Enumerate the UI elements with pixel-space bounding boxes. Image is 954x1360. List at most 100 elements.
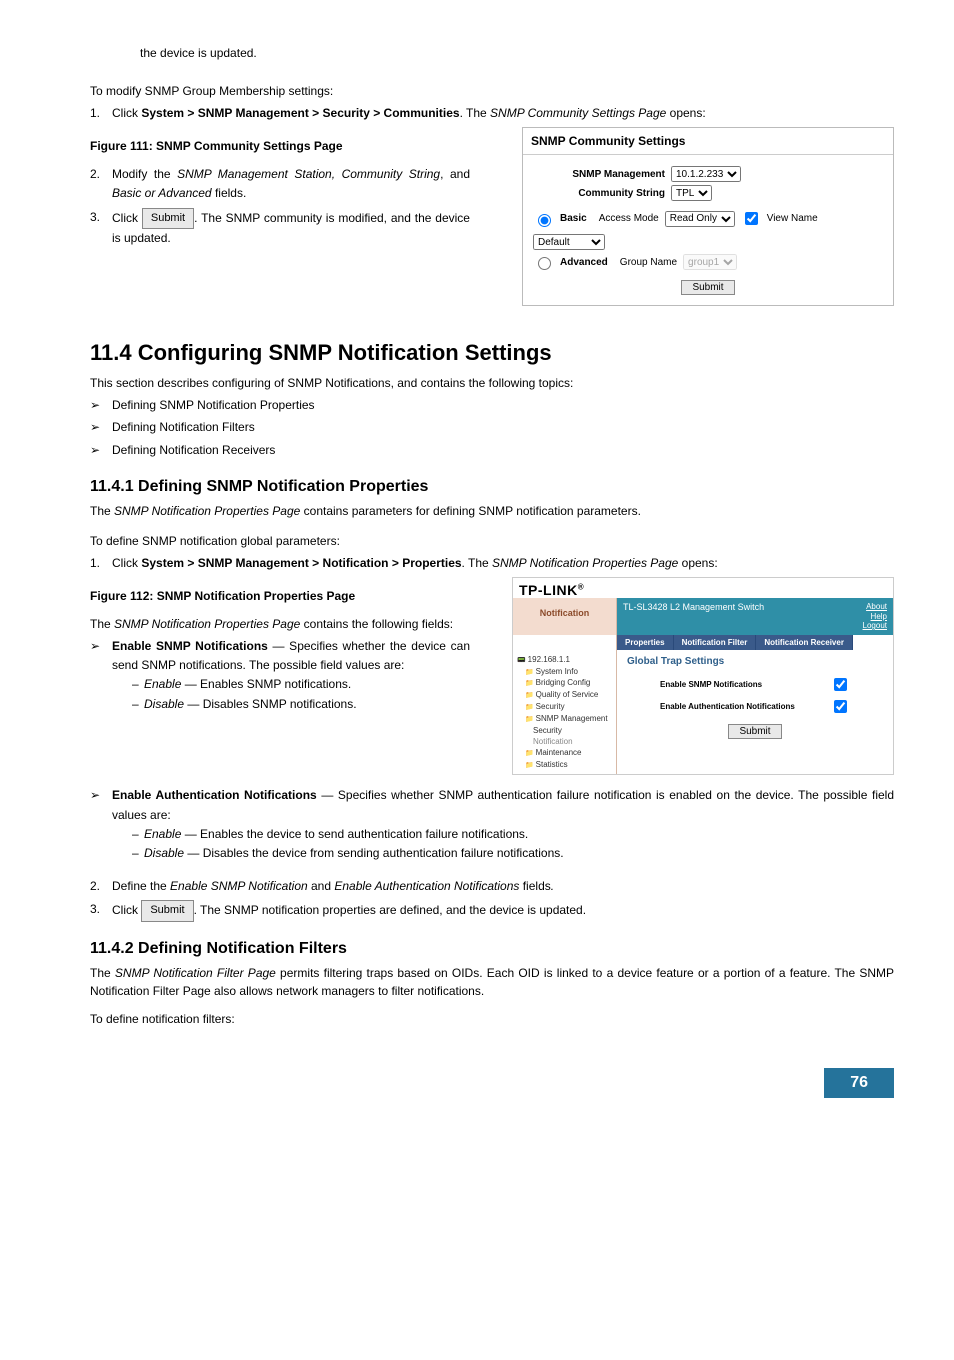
fig111-mgmt-label: SNMP Management	[533, 169, 671, 180]
fig112-help-link[interactable]: Help	[871, 612, 887, 621]
fig112-row2-label: Enable Authentication Notifications	[660, 702, 830, 711]
s2-mid: , and	[440, 167, 470, 181]
fig111-submit-button[interactable]: Submit	[681, 280, 734, 295]
fig111-basic-radio[interactable]	[538, 214, 551, 227]
tree-item[interactable]: Statistics	[517, 759, 612, 771]
fig112-about-link[interactable]: About	[866, 602, 887, 611]
define-intro: To define SNMP notification global param…	[90, 532, 894, 550]
num-2: 2.	[90, 165, 112, 203]
bullet-icon: ➢	[90, 418, 112, 437]
tree-item[interactable]: Security	[517, 725, 612, 736]
st2-post: fields	[519, 879, 550, 893]
fig111-mgmt-select[interactable]: 10.1.2.233	[671, 166, 741, 182]
s2-f1: SNMP Management Station, Community Strin…	[177, 167, 440, 181]
tree-item[interactable]: Bridging Config	[517, 677, 612, 689]
p1-mid: . The	[462, 556, 492, 570]
sec-11-4-title: 11.4 Configuring SNMP Notification Setti…	[90, 340, 894, 366]
bullet-icon: ➢	[90, 637, 112, 714]
st2-f2: Enable Authentication Notifications	[334, 879, 519, 893]
num-3b: 3.	[90, 900, 112, 922]
modify-step1: 1. Click System > SNMP Management > Secu…	[90, 104, 894, 123]
fig111-access-select[interactable]: Read Only	[665, 211, 735, 227]
fig111-view-select[interactable]: Default	[533, 234, 605, 250]
tree-item[interactable]: SNMP Management	[517, 713, 612, 725]
p1-suf: opens:	[678, 556, 717, 570]
st2-mid: and	[308, 879, 335, 893]
fig111-panel: SNMP Community Settings SNMP Management …	[522, 127, 894, 306]
b2: Defining Notification Filters	[112, 418, 894, 437]
fig111-comm-select[interactable]: TPL	[671, 185, 712, 201]
num-2b: 2.	[90, 877, 112, 896]
fig111-group-label: Group Name	[620, 257, 677, 268]
s2-f2: Basic or Advanced	[112, 186, 212, 200]
fig111-view-label: View Name	[767, 213, 818, 224]
fig111-adv-label: Advanced	[560, 257, 608, 268]
auth-disable: Disable — Disables the device from sendi…	[144, 844, 564, 863]
sec-11-4-2-title: 11.4.2 Defining Notification Filters	[90, 940, 894, 958]
st2-f1: Enable SNMP Notification	[170, 879, 308, 893]
fig112-notif-checkbox[interactable]	[834, 678, 847, 691]
tree-root[interactable]: 192.168.1.1	[517, 654, 612, 666]
s1-mid: . The	[460, 106, 490, 120]
fig112-auth-checkbox[interactable]	[834, 700, 847, 713]
tree-item-selected[interactable]: Notification	[517, 736, 612, 747]
fig112-switch-title: TL-SL3428 L2 Management Switch	[623, 602, 764, 613]
p1-pre: Click	[112, 556, 141, 570]
modify-step3: 3. Click Submit. The SNMP community is m…	[90, 208, 470, 249]
pi-post: contains the following fields:	[300, 617, 453, 631]
page-number-badge: 76	[824, 1068, 894, 1098]
num-1: 1.	[90, 104, 112, 123]
p1-path: System > SNMP Management > Notification …	[141, 556, 461, 570]
tree-item[interactable]: Quality of Service	[517, 689, 612, 701]
fig112-tab-filter[interactable]: Notification Filter	[674, 635, 757, 650]
st2-dot: .	[551, 879, 554, 893]
fig112-panel: TP-LINK® Notification TL-SL3428 L2 Manag…	[512, 577, 894, 776]
i-pre: The	[90, 504, 114, 518]
tree-item[interactable]: Security	[517, 701, 612, 713]
s2p-page: SNMP Notification Filter Page	[115, 966, 276, 980]
text-updated: the device is updated.	[140, 44, 894, 62]
tplink-logo: TP-LINK®	[519, 582, 584, 598]
fig112-content-title: Global Trap Settings	[627, 656, 883, 667]
sec-11-4-intro: This section describes configuring of SN…	[90, 374, 894, 392]
s1-pre: Click	[112, 106, 141, 120]
modify-intro: To modify SNMP Group Membership settings…	[90, 82, 894, 100]
fig112-tab-receiver[interactable]: Notification Receiver	[756, 635, 853, 650]
notif-disable: Disable — Disables SNMP notifications.	[144, 695, 357, 714]
i-post: contains parameters for defining SNMP no…	[300, 504, 641, 518]
fig112-logout-link[interactable]: Logout	[863, 621, 887, 630]
st3-pre: Click	[112, 903, 141, 917]
fig112-submit-button[interactable]: Submit	[728, 724, 781, 739]
fig111-basic-label: Basic	[560, 213, 587, 224]
notif-enable: Enable — Enables SNMP notifications.	[144, 675, 351, 694]
fig112-tab-properties[interactable]: Properties	[617, 635, 674, 650]
fig111-comm-label: Community String	[533, 188, 671, 199]
fig111-group-select[interactable]: group1	[683, 254, 737, 270]
b3: Defining Notification Receivers	[112, 441, 894, 460]
b1: Defining SNMP Notification Properties	[112, 396, 894, 415]
props-intro: The SNMP Notification Properties Page co…	[90, 615, 470, 633]
fig112-tree[interactable]: 192.168.1.1 System Info Bridging Config …	[513, 650, 617, 775]
field-notif-title: Enable SNMP Notifications	[112, 639, 268, 653]
fig111-adv-radio[interactable]	[538, 257, 551, 270]
modify-step2: 2. Modify the SNMP Management Station, C…	[90, 165, 470, 203]
pi-pre: The	[90, 617, 114, 631]
s1-page: SNMP Community Settings Page	[490, 106, 666, 120]
tree-item[interactable]: Maintenance	[517, 747, 612, 759]
submit-inline-btn-1: Submit	[142, 208, 194, 230]
bullet-icon: ➢	[90, 396, 112, 415]
p1-page: SNMP Notification Properties Page	[492, 556, 678, 570]
st3-post: . The SNMP notification properties are d…	[194, 903, 586, 917]
sec-11-4-2-p: The SNMP Notification Filter Page permit…	[90, 964, 894, 1000]
st2-pre: Define the	[112, 879, 170, 893]
num-1b: 1.	[90, 554, 112, 573]
tree-item[interactable]: System Info	[517, 666, 612, 678]
num-3: 3.	[90, 208, 112, 249]
s1-suf: opens:	[666, 106, 705, 120]
field-auth-title: Enable Authentication Notifications	[112, 788, 317, 802]
fig111-view-chk[interactable]	[745, 212, 758, 225]
fig111-title: SNMP Community Settings	[523, 128, 893, 155]
fig112-row1-label: Enable SNMP Notifications	[660, 680, 830, 689]
bullet-icon: ➢	[90, 441, 112, 460]
page-number: 76	[90, 1068, 894, 1098]
